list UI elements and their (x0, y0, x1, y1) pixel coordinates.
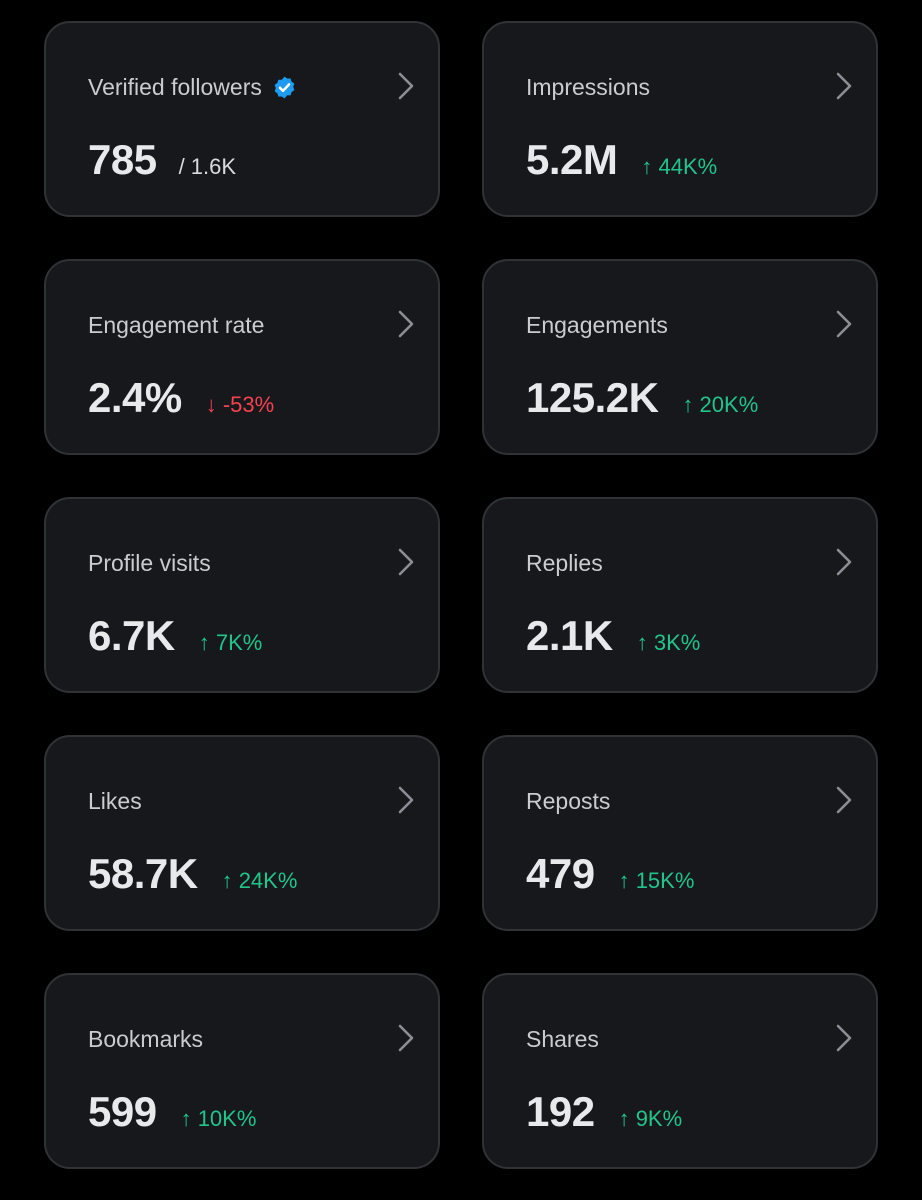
metric-change: ↑ 44K% (641, 154, 718, 179)
chevron-right-icon (398, 786, 414, 814)
card-shares[interactable]: Shares 192 ↑ 9K% (482, 973, 878, 1169)
card-title: Verified followers (88, 74, 262, 100)
card-impressions[interactable]: Impressions 5.2M ↑ 44K% (482, 21, 878, 217)
card-title-row: Verified followers (88, 73, 297, 101)
metric-value: 58.7K (88, 850, 198, 897)
metric-row: 125.2K ↑ 20K% (526, 373, 758, 423)
metric-row: 599 ↑ 10K% (88, 1087, 256, 1137)
chevron-right-icon (398, 548, 414, 576)
metric-value: 2.1K (526, 612, 613, 659)
chevron-right-icon (836, 548, 852, 576)
metric-value: 479 (526, 850, 595, 897)
card-title: Profile visits (88, 550, 211, 576)
metric-row: 479 ↑ 15K% (526, 849, 694, 899)
metric-row: 192 ↑ 9K% (526, 1087, 682, 1137)
metric-value: 125.2K (526, 374, 659, 421)
metric-row: 2.1K ↑ 3K% (526, 611, 700, 661)
card-title: Impressions (526, 74, 650, 100)
card-title: Engagement rate (88, 312, 265, 338)
metric-row: 58.7K ↑ 24K% (88, 849, 297, 899)
card-engagement-rate[interactable]: Engagement rate 2.4% ↓ -53% (44, 259, 440, 455)
metric-change: ↓ -53% (205, 392, 275, 417)
card-replies[interactable]: Replies 2.1K ↑ 3K% (482, 497, 878, 693)
metric-change: ↑ 10K% (180, 1106, 257, 1131)
metric-row: 2.4% ↓ -53% (88, 373, 274, 423)
card-title: Replies (526, 550, 603, 576)
metric-row: 6.7K ↑ 7K% (88, 611, 262, 661)
card-title: Reposts (526, 788, 611, 814)
card-bookmarks[interactable]: Bookmarks 599 ↑ 10K% (44, 973, 440, 1169)
chevron-right-icon (836, 1024, 852, 1052)
chevron-right-icon (836, 786, 852, 814)
card-engagements[interactable]: Engagements 125.2K ↑ 20K% (482, 259, 878, 455)
metric-change: ↑ 7K% (198, 630, 263, 655)
metric-row: 5.2M ↑ 44K% (526, 135, 717, 185)
metric-change: ↑ 24K% (221, 868, 298, 893)
card-title: Likes (88, 788, 142, 814)
card-title: Bookmarks (88, 1026, 204, 1052)
card-verified-followers[interactable]: Verified followers 785 / 1.6K (44, 21, 440, 217)
analytics-card-grid: Verified followers 785 / 1.6K Impression… (44, 21, 878, 1169)
metric-row: 785 / 1.6K (88, 135, 236, 185)
metric-value: 192 (526, 1088, 595, 1135)
card-title: Engagements (526, 312, 668, 338)
chevron-right-icon (398, 1024, 414, 1052)
chevron-right-icon (836, 72, 852, 100)
metric-value: 2.4% (88, 374, 182, 421)
metric-change: ↑ 15K% (618, 868, 695, 893)
metric-value: 6.7K (88, 612, 175, 659)
card-profile-visits[interactable]: Profile visits 6.7K ↑ 7K% (44, 497, 440, 693)
verified-badge-icon (274, 76, 295, 98)
metric-change: ↑ 3K% (636, 630, 701, 655)
metric-value: 785 (88, 136, 157, 183)
metric-value: 5.2M (526, 136, 618, 183)
metric-value: 599 (88, 1088, 157, 1135)
chevron-right-icon (398, 310, 414, 338)
metric-total: / 1.6K (178, 154, 237, 179)
metric-change: ↑ 9K% (618, 1106, 683, 1131)
chevron-right-icon (398, 72, 414, 100)
card-reposts[interactable]: Reposts 479 ↑ 15K% (482, 735, 878, 931)
chevron-right-icon (836, 310, 852, 338)
card-likes[interactable]: Likes 58.7K ↑ 24K% (44, 735, 440, 931)
card-title: Shares (526, 1026, 599, 1052)
metric-change: ↑ 20K% (682, 392, 759, 417)
